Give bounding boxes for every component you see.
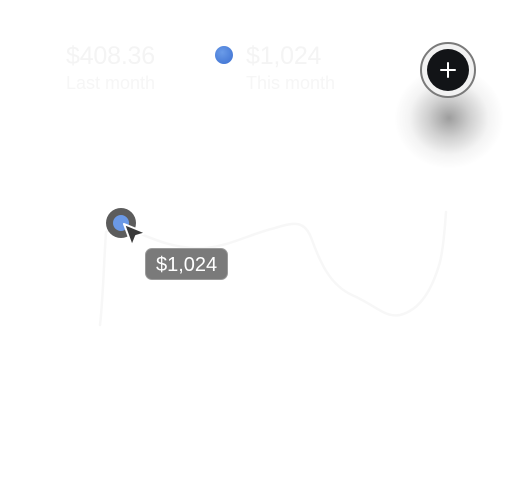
add-button-inner[interactable] <box>427 49 469 91</box>
add-button[interactable] <box>420 42 476 98</box>
this-month-label: This month <box>246 73 336 93</box>
this-month-stat: $1,024 This month <box>246 40 335 94</box>
value-tooltip: $1,024 <box>145 248 229 280</box>
last-month-label: Last month <box>66 73 156 93</box>
last-month-stat: $408.36 Last month <box>66 40 155 94</box>
cursor-arrow-icon <box>123 223 147 247</box>
last-month-value: $408.36 <box>66 42 155 70</box>
summary-stats: $408.36 Last month $1,024 This month <box>66 40 366 100</box>
this-month-legend-dot <box>215 46 233 64</box>
chart-marker[interactable] <box>106 208 136 238</box>
plus-icon <box>440 62 456 78</box>
this-month-value: $1,024 <box>246 42 322 70</box>
